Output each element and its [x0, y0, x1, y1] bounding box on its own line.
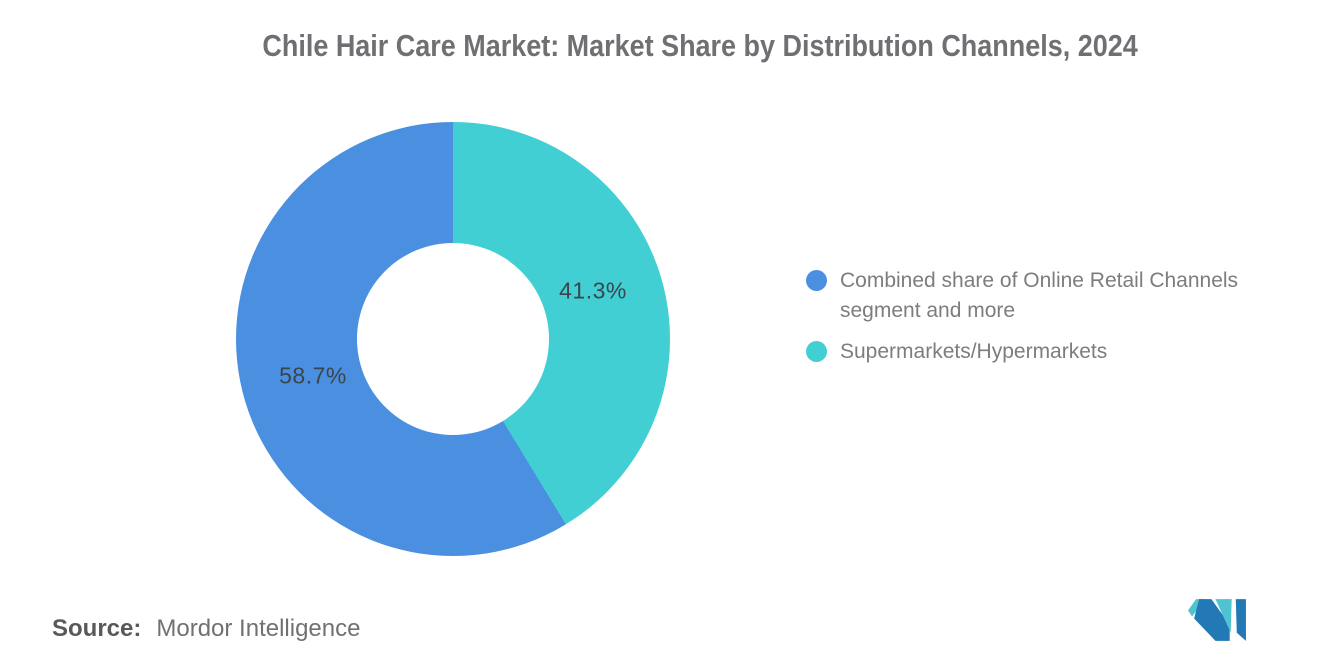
- donut-chart: 58.7% 41.3%: [236, 122, 670, 556]
- slice-value-supermarkets: 41.3%: [559, 277, 627, 304]
- donut-hole: [357, 243, 549, 435]
- legend-item-supermarkets: Supermarkets/Hypermarkets: [806, 337, 1272, 367]
- source-label: Source:: [52, 615, 142, 642]
- legend-marker-blue-icon: [806, 270, 827, 291]
- legend-label-supermarkets: Supermarkets/Hypermarkets: [840, 340, 1108, 363]
- source-line: Source: Mordor Intelligence: [52, 615, 360, 643]
- mordor-intelligence-logo: [1188, 599, 1250, 641]
- legend: Combined share of Online Retail Channels…: [806, 266, 1272, 367]
- mordor-logo-icon: [1188, 599, 1246, 641]
- chart-title: Chile Hair Care Market: Market Share by …: [262, 28, 1138, 63]
- header: Chile Hair Care Market: Market Share by …: [0, 28, 1320, 64]
- source-value: Mordor Intelligence: [156, 615, 361, 642]
- legend-item-online-retail: Combined share of Online Retail Channels…: [806, 266, 1272, 326]
- legend-marker-teal-icon: [806, 341, 827, 362]
- slice-value-online-retail: 58.7%: [279, 362, 347, 389]
- legend-label-online-retail: Combined share of Online Retail Channels…: [840, 269, 1239, 322]
